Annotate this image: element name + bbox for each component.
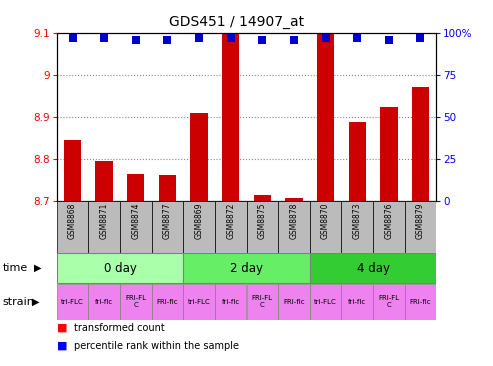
Text: GSM8877: GSM8877 (163, 203, 172, 239)
Text: tri-FLC: tri-FLC (61, 299, 84, 305)
Bar (278, 284, 310, 320)
Text: time: time (2, 263, 28, 273)
Text: GSM8868: GSM8868 (68, 203, 77, 239)
Bar (57, 284, 88, 320)
Bar (310, 284, 341, 320)
Point (195, 35, 203, 41)
Bar (120, 201, 152, 253)
Bar (285, 198, 303, 201)
Bar (246, 201, 278, 253)
Text: GSM8875: GSM8875 (258, 203, 267, 239)
Text: FRI-flc: FRI-flc (157, 299, 178, 305)
Text: GSM8878: GSM8878 (289, 203, 298, 239)
Bar (253, 195, 271, 201)
Bar (190, 113, 208, 201)
Bar (380, 107, 397, 201)
Bar (64, 140, 81, 201)
Point (290, 37, 298, 42)
Text: fri-flc: fri-flc (221, 299, 240, 305)
Bar (317, 0, 334, 201)
Text: GSM8872: GSM8872 (226, 203, 235, 239)
Text: FRI-FL
C: FRI-FL C (125, 295, 146, 309)
Point (417, 35, 424, 41)
Point (132, 37, 140, 42)
Bar (222, 0, 240, 201)
Bar (120, 284, 152, 320)
Bar (96, 161, 113, 201)
Bar (183, 201, 215, 253)
Text: GSM8874: GSM8874 (131, 203, 141, 239)
Bar (152, 284, 183, 320)
Text: FRI-FL
C: FRI-FL C (252, 295, 273, 309)
Bar (88, 284, 120, 320)
Point (164, 37, 172, 42)
Bar (127, 174, 144, 201)
Text: FRI-flc: FRI-flc (410, 299, 431, 305)
Bar (246, 284, 278, 320)
Bar (310, 201, 341, 253)
Text: ▶: ▶ (32, 297, 39, 307)
Bar (310, 253, 436, 283)
Point (69, 35, 76, 41)
Point (321, 35, 329, 41)
Text: percentile rank within the sample: percentile rank within the sample (74, 341, 239, 351)
Text: GDS451 / 14907_at: GDS451 / 14907_at (169, 15, 304, 29)
Text: 2 day: 2 day (230, 262, 263, 274)
Text: transformed count: transformed count (74, 322, 165, 333)
Text: GSM8871: GSM8871 (100, 203, 108, 239)
Bar (412, 87, 429, 201)
Point (385, 37, 393, 42)
Text: FRI-FL
C: FRI-FL C (378, 295, 399, 309)
Bar (341, 201, 373, 253)
Bar (405, 201, 436, 253)
Bar (57, 201, 88, 253)
Text: GSM8876: GSM8876 (385, 203, 393, 239)
Text: 0 day: 0 day (104, 262, 137, 274)
Text: GSM8870: GSM8870 (321, 203, 330, 239)
Text: fri-flc: fri-flc (95, 299, 113, 305)
Bar (405, 284, 436, 320)
Bar (349, 122, 366, 201)
Bar (183, 253, 310, 283)
Text: ▶: ▶ (34, 263, 41, 273)
Point (227, 35, 235, 41)
Point (353, 35, 361, 41)
Bar (159, 175, 176, 201)
Bar (373, 201, 405, 253)
Bar (152, 201, 183, 253)
Text: 4 day: 4 day (356, 262, 389, 274)
Bar (278, 201, 310, 253)
Bar (215, 201, 246, 253)
Bar (341, 284, 373, 320)
Text: ■: ■ (57, 341, 67, 351)
Text: tri-FLC: tri-FLC (188, 299, 211, 305)
Bar (183, 284, 215, 320)
Text: fri-flc: fri-flc (348, 299, 366, 305)
Text: ■: ■ (57, 322, 67, 333)
Text: strain: strain (2, 297, 35, 307)
Point (100, 35, 108, 41)
Bar (215, 284, 246, 320)
Bar (57, 253, 183, 283)
Bar (373, 284, 405, 320)
Text: FRI-flc: FRI-flc (283, 299, 305, 305)
Text: GSM8879: GSM8879 (416, 203, 425, 239)
Text: GSM8869: GSM8869 (195, 203, 204, 239)
Point (258, 37, 266, 42)
Text: GSM8873: GSM8873 (352, 203, 362, 239)
Bar (88, 201, 120, 253)
Text: tri-FLC: tri-FLC (314, 299, 337, 305)
